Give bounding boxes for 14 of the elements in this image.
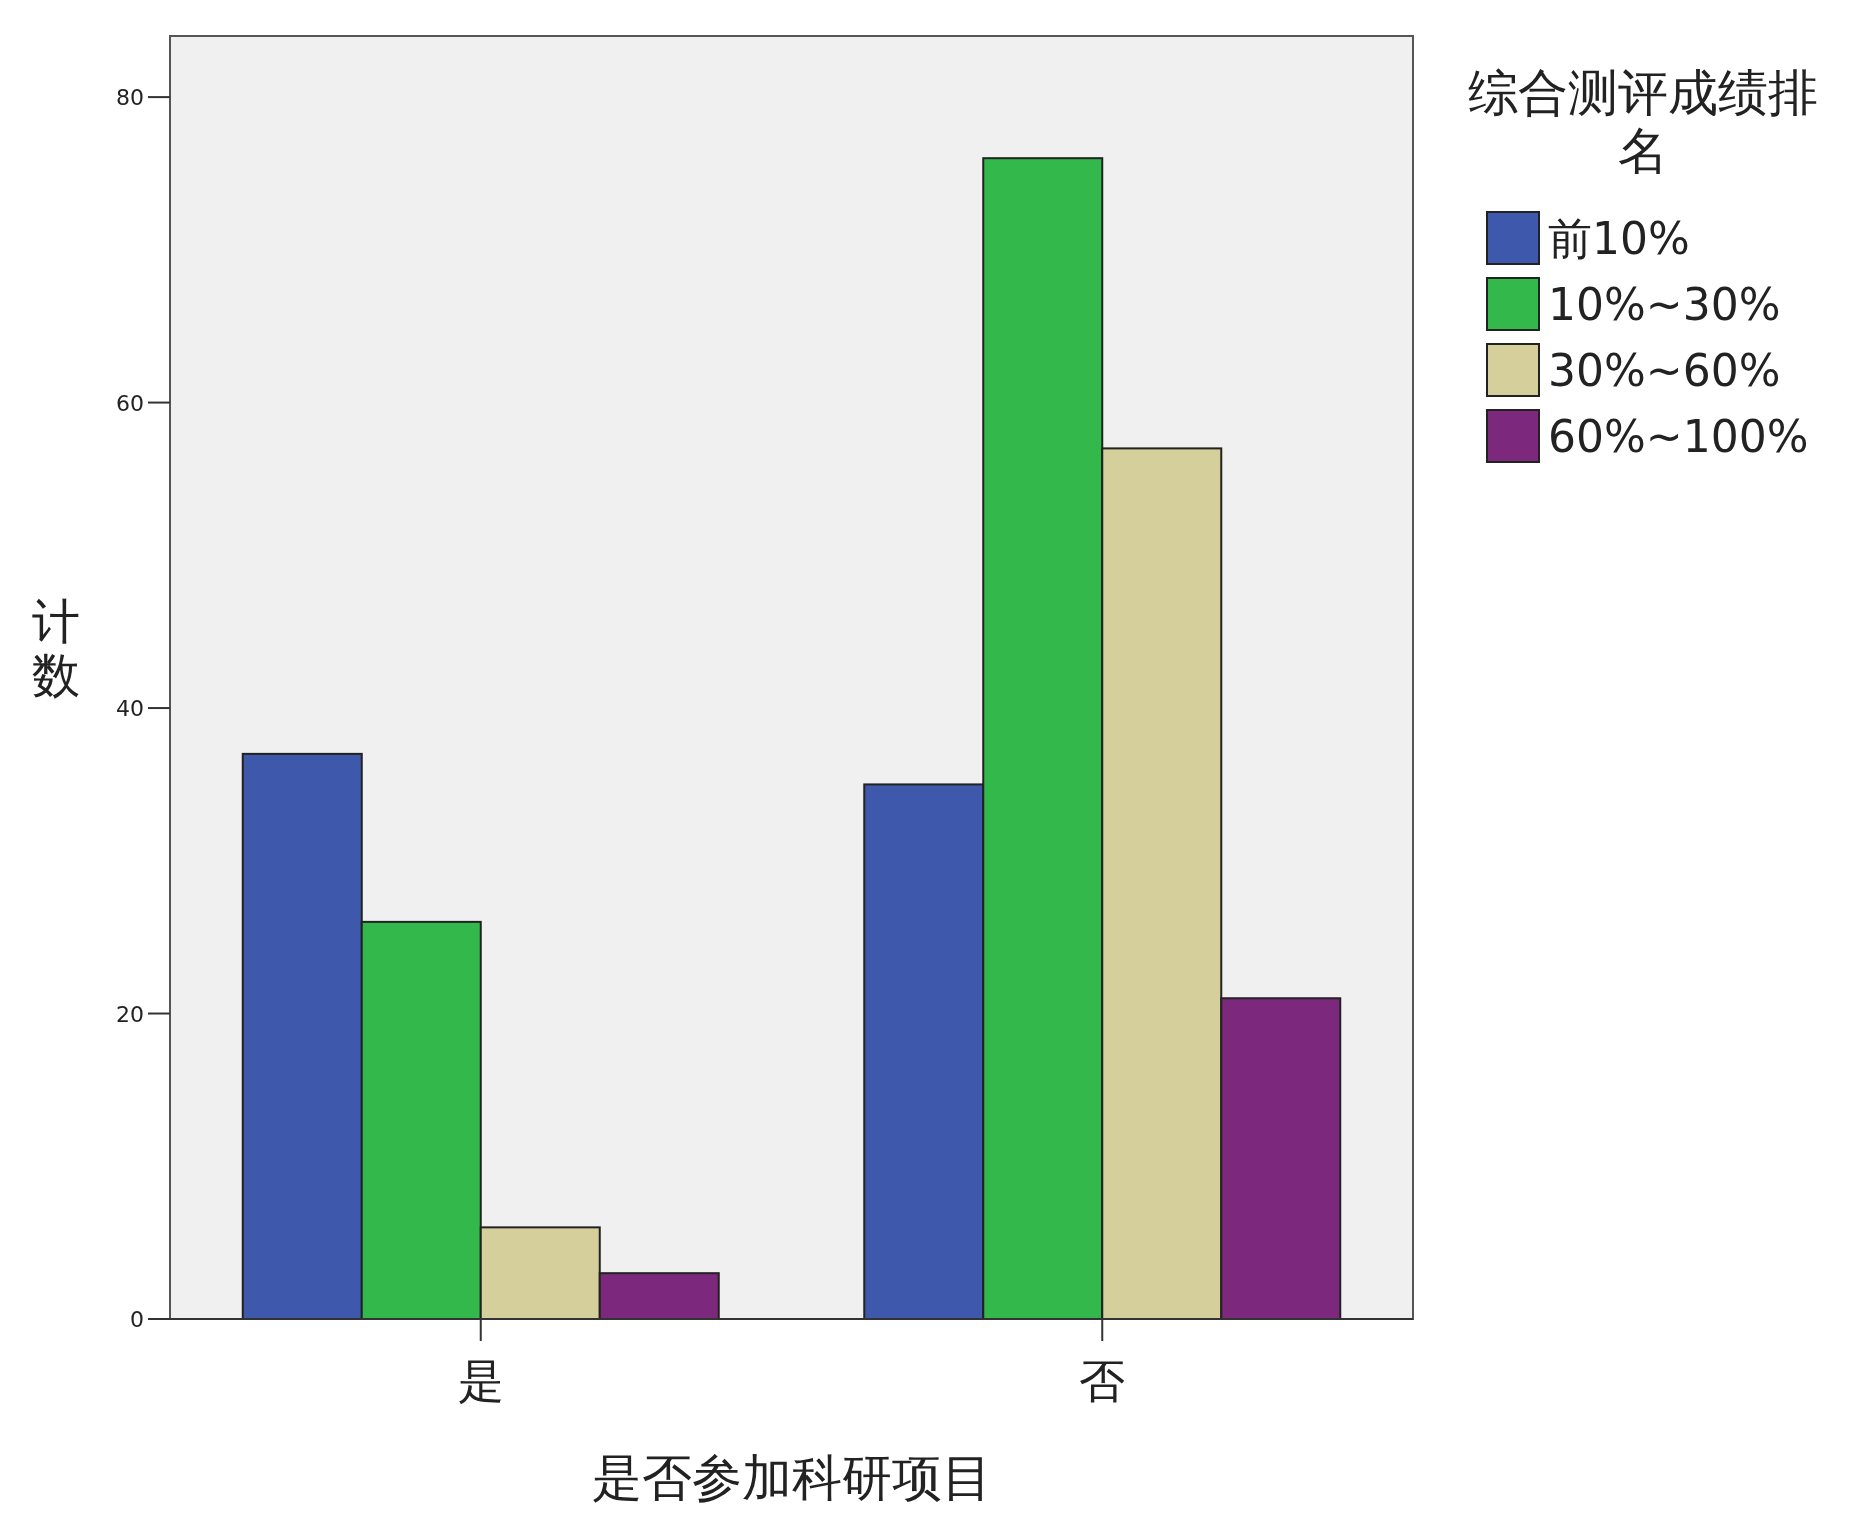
y-tick-label: 60 bbox=[116, 390, 144, 416]
legend-title: 综合测评成绩排名 bbox=[1468, 64, 1818, 180]
legend-label: 10%~30% bbox=[1548, 279, 1781, 330]
y-axis-title: 计数 bbox=[32, 593, 80, 703]
y-tick-label: 40 bbox=[116, 696, 144, 722]
legend-label: 前10% bbox=[1548, 213, 1690, 264]
legend-label: 30%~60% bbox=[1548, 345, 1781, 396]
x-axis-title: 是否参加科研项目 bbox=[591, 1449, 992, 1507]
x-tick-label: 是 bbox=[457, 1354, 504, 1408]
legend-label: 60%~100% bbox=[1548, 411, 1809, 462]
y-tick-label: 20 bbox=[116, 1001, 144, 1027]
y-tick-label: 80 bbox=[116, 85, 144, 111]
y-tick-label: 0 bbox=[130, 1307, 144, 1332]
x-tick-label: 否 bbox=[1079, 1354, 1126, 1408]
